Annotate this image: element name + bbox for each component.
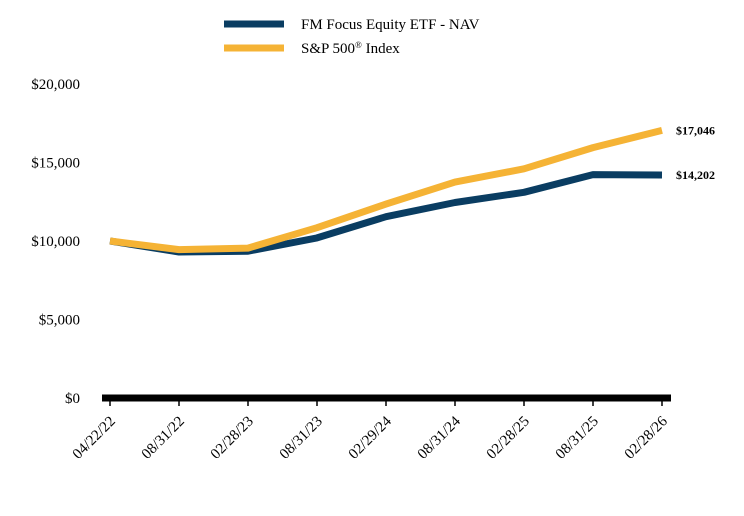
y-tick-label: $0 [65, 391, 80, 407]
y-axis: $0 $5,000 $10,000 $15,000 $20,000 [31, 77, 80, 407]
end-value-label-0: $14,202 [676, 168, 715, 182]
x-tick-label: 02/28/23 [208, 414, 257, 463]
legend-label-1: S&P 500® Index [301, 40, 400, 57]
y-tick-label: $20,000 [31, 77, 80, 93]
x-tick-label: 02/29/24 [346, 413, 395, 462]
series-line-0 [109, 171, 663, 256]
x-tick-label: 08/31/22 [139, 414, 188, 463]
series-layer [109, 127, 663, 256]
series-line-1 [109, 127, 663, 254]
x-tick-label: 02/28/26 [622, 413, 671, 462]
y-tick-label: $5,000 [39, 313, 80, 329]
y-tick-label: $15,000 [31, 156, 80, 172]
end-labels: $14,202 $17,046 [676, 123, 715, 182]
end-value-label-1: $17,046 [676, 123, 715, 137]
y-tick-label: $10,000 [31, 234, 80, 250]
legend: FM Focus Equity ETF - NAV S&P 500® Index [224, 17, 480, 57]
x-tick-label: 02/28/25 [484, 414, 533, 463]
x-axis: 04/22/22 08/31/22 02/28/23 08/31/23 02/29/24… [70, 394, 671, 463]
x-tick-label: 04/22/22 [70, 414, 119, 463]
x-tick-label: 08/31/23 [277, 414, 326, 463]
x-tick-label: 08/31/24 [415, 413, 464, 462]
x-tick-label: 08/31/25 [553, 414, 602, 463]
legend-label-0: FM Focus Equity ETF - NAV [301, 17, 480, 33]
